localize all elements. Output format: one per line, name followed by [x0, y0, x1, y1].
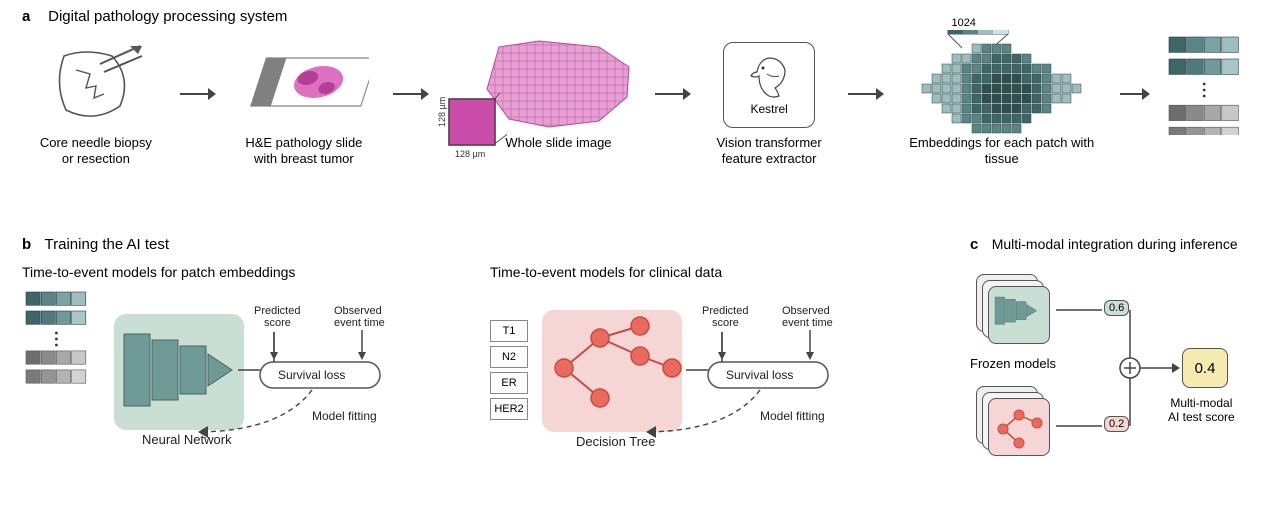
- panel-b-header: b Training the AI test: [22, 236, 169, 254]
- svg-text:Observed: Observed: [782, 305, 830, 317]
- wsi-inset: 128 µm 128 µm: [435, 93, 507, 170]
- panel-c-title: Multi-modal integration during inference: [992, 236, 1238, 252]
- panel-b-sub-left: Time-to-event models for patch embedding…: [22, 264, 295, 280]
- biopsy-icon: [46, 44, 146, 126]
- embedding-grid-icon: [902, 30, 1102, 140]
- svg-text:event time: event time: [334, 317, 385, 329]
- panel-b-sub-right: Time-to-event models for clinical data: [490, 264, 722, 280]
- step-embedding-grid: 1024 Embeddings for each patch with tiss…: [893, 39, 1110, 179]
- svg-text:event time: event time: [782, 317, 833, 329]
- step-slide: H&E pathology slide with breast tumor: [225, 39, 383, 179]
- arrow-icon: [178, 84, 217, 104]
- step-embedding-vectors: [1160, 39, 1258, 179]
- panel-a-header: a Digital pathology processing system: [22, 8, 287, 26]
- svg-text:Predicted: Predicted: [254, 305, 300, 317]
- model-fitting-label: Model fitting: [312, 409, 377, 423]
- final-score-label: Multi-modal AI test score: [1168, 396, 1235, 424]
- panel-a-title: Digital pathology processing system: [48, 8, 287, 25]
- panel-b-left: Neural Network Predicted score Observed …: [22, 290, 452, 470]
- slide-caption: H&E pathology slide with breast tumor: [245, 135, 362, 166]
- tree-label: Decision Tree: [576, 434, 655, 449]
- svg-text:Survival loss: Survival loss: [726, 368, 793, 382]
- panel-c-header: c Multi-modal integration during inferen…: [970, 236, 1238, 254]
- embedding-grid-caption: Embeddings for each patch with tissue: [893, 135, 1110, 166]
- extractor-caption: Vision transformer feature extractor: [717, 135, 822, 166]
- svg-text:Predicted: Predicted: [702, 305, 748, 317]
- panel-b-title: Training the AI test: [45, 236, 170, 253]
- svg-text:score: score: [264, 317, 291, 329]
- panel-a-label: a: [22, 8, 30, 25]
- extractor-name: Kestrel: [750, 102, 787, 116]
- svg-text:Observed: Observed: [334, 305, 382, 317]
- svg-text:score: score: [712, 317, 739, 329]
- arrow-icon: [846, 84, 885, 104]
- panel-b-label: b: [22, 236, 31, 253]
- score-badge-2: 0.2: [1104, 416, 1129, 432]
- score-badge-1: 0.6: [1104, 300, 1129, 316]
- step-biopsy: Core needle biopsy or resection: [22, 39, 170, 179]
- patch-dim-x: 128 µm: [455, 149, 485, 159]
- panel-c-body: Frozen models 0.6 0.2 0.4: [970, 270, 1260, 480]
- survival-loss-label: Survival loss: [278, 368, 345, 382]
- final-score-box: 0.4: [1182, 348, 1228, 388]
- nn-label: Neural Network: [142, 432, 232, 447]
- panel-c-label: c: [970, 236, 978, 253]
- embedding-vectors-icon: [1161, 35, 1257, 135]
- extractor-card: Kestrel: [723, 42, 815, 128]
- svg-text:Model fitting: Model fitting: [760, 409, 825, 423]
- arrow-icon: [1118, 84, 1151, 104]
- patch-dim-y: 128 µm: [437, 97, 447, 127]
- panel-b-right: T1 N2 ER HER2 Decision Tree Predicted sc…: [490, 290, 920, 470]
- arrow-icon: [653, 84, 692, 104]
- step-wsi: 128 µm 128 µm Whole slide image: [438, 39, 645, 179]
- wsi-caption: Whole slide image: [505, 135, 611, 151]
- biopsy-caption: Core needle biopsy or resection: [40, 135, 152, 166]
- bird-icon: [747, 54, 791, 100]
- panel-a-row: Core needle biopsy or resection H&E path…: [22, 34, 1258, 184]
- arrow-icon: [391, 84, 430, 104]
- embedding-dim-label: 1024: [951, 17, 975, 29]
- step-extractor: Kestrel Vision transformer feature extra…: [700, 39, 838, 179]
- slide-icon: [239, 50, 369, 120]
